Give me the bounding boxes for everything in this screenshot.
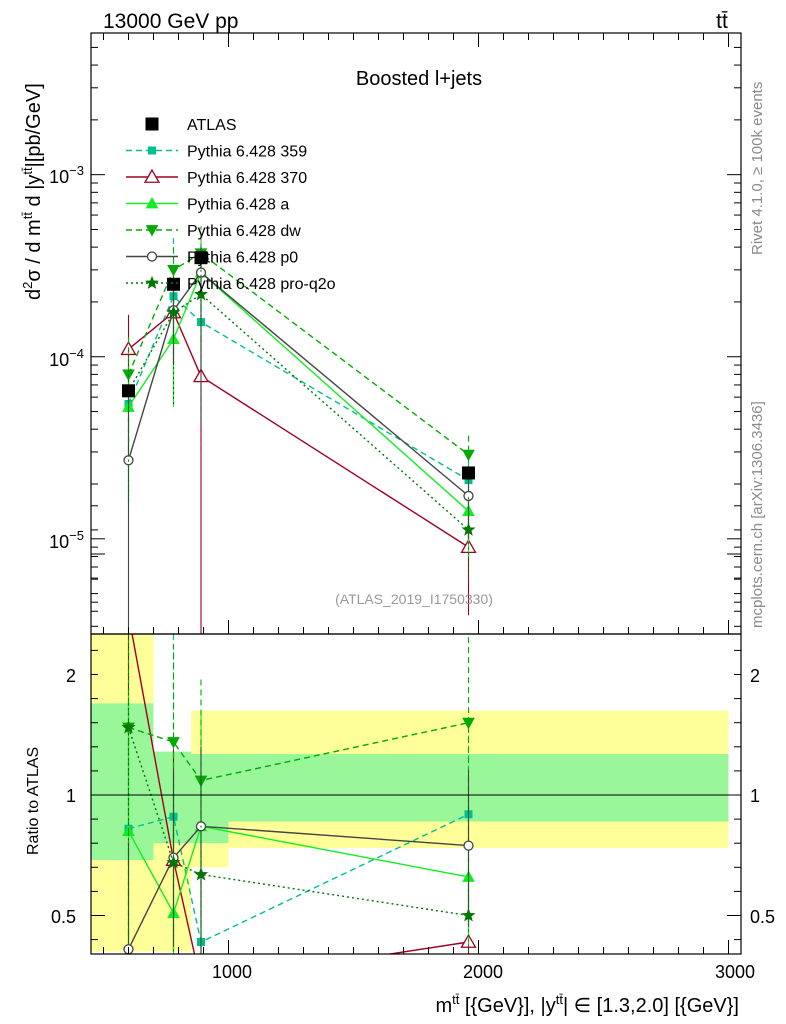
series-line-pythia-6-428-a: [127, 271, 469, 512]
point-pythia-6-428-p0: [463, 490, 474, 502]
y-axis-title: d2σ / d mtt̄ d |ytt̄|[pb/GeV]: [20, 83, 45, 300]
series-line-pythia-6-428-p0: [127, 271, 469, 497]
main-series: [120, 226, 477, 634]
legend-entry: Pythia 6.428 pro-q2o: [126, 275, 336, 293]
ratio-band-inner: [91, 703, 154, 861]
ratio-tick-right-2: 2: [750, 666, 760, 686]
ratio-point-pythia-6-428-pro-q2o: [166, 855, 181, 869]
analysis-label: (ATLAS_2019_I1750330): [335, 591, 493, 607]
point-pythia-6-428-pro-q2o: [461, 522, 476, 536]
legend-label: Pythia 6.428 359: [187, 144, 307, 161]
ratio-frame: [90, 633, 742, 955]
ratio-band-inner: [228, 754, 729, 822]
legend: ATLAS Pythia 6.428 359 Pythia 6.428 370 Pyt…: [126, 117, 336, 293]
series-line-pythia-6-428-359: [127, 294, 469, 481]
legend-label: Pythia 6.428 a: [187, 197, 289, 214]
point-pythia-6-428-pro-q2o: [166, 305, 181, 319]
x-axis-title: mtt̄ [{GeV}], |ytt̄| ∈ [1.3,2.0] [{GeV}]: [435, 992, 739, 1017]
legend-marker: [145, 225, 159, 237]
ratio-point-pythia-6-428-pro-q2o: [193, 867, 209, 881]
ratio-line-pythia-6-428-p0: [127, 825, 469, 950]
legend-marker: [148, 146, 156, 155]
legend-label: Pythia 6.428 370: [187, 170, 307, 187]
ratio-line-pythia-6-428-a: [127, 825, 469, 915]
rivet-label: Rivet 4.1.0, ≥ 100k events: [749, 82, 766, 255]
series-line-pythia-6-428-370: [128, 311, 469, 548]
legend-marker: [144, 275, 160, 290]
ratio-tick-right-0: 0.5: [750, 907, 775, 927]
legend-label: ATLAS: [187, 117, 237, 134]
ratio-line-pythia-6-428-359: [128, 813, 469, 944]
ratio-tick-left-0: 0.5: [51, 907, 76, 927]
series-line-pythia-6-428-dw: [127, 252, 469, 456]
ratio-point-pythia-6-428-dw: [167, 737, 180, 749]
legend-marker: [145, 196, 159, 209]
series-line-pythia-6-428-pro-q2o: [127, 293, 469, 531]
x-tick-label-2000: 2000: [463, 962, 503, 982]
legend-entry: Pythia 6.428 359: [126, 144, 307, 161]
point-pythia-6-428-pro-q2o: [193, 287, 209, 301]
ratio-tick-left-1: 1: [66, 786, 76, 806]
ratio-point-pythia-6-428-p0: [463, 840, 474, 851]
ratio-point-pythia-6-428-pro-q2o: [121, 720, 136, 734]
legend-entry: Pythia 6.428 370: [126, 168, 307, 187]
legend-entry: Pythia 6.428 a: [126, 197, 289, 214]
energy-label: 13000 GeV pp: [103, 10, 238, 33]
data-point-atlas: [167, 277, 180, 291]
x-tick-label-1000: 1000: [212, 962, 252, 982]
legend-marker: [145, 117, 159, 131]
x-tick-label-3000: 3000: [715, 962, 755, 982]
ratio-point-pythia-6-428-370: [194, 976, 208, 988]
ratio-band-inner: [153, 751, 191, 844]
process-label: tt̄: [716, 10, 728, 33]
y-tick-label-1e-3: 10−3: [49, 163, 84, 187]
legend-entry: Pythia 6.428 p0: [126, 250, 298, 267]
chart-title: Boosted l+jets: [356, 68, 482, 90]
legend-label: Pythia 6.428 p0: [187, 250, 298, 267]
point-pythia-6-428-p0: [195, 267, 207, 278]
point-pythia-6-428-dw: [167, 264, 180, 277]
legend-marker: [143, 168, 161, 183]
legend-marker: [146, 251, 158, 262]
mcplots-label: mcplots.cern.ch [arXiv:1306.3436]: [749, 401, 766, 628]
ratio-point-pythia-6-428-pro-q2o: [461, 908, 476, 922]
axes: [91, 32, 741, 954]
ratio-axis-title: Ratio to ATLAS: [25, 747, 42, 855]
ratio-tick-left-2: 2: [66, 666, 76, 686]
data-point-atlas: [122, 384, 135, 398]
legend-label: Pythia 6.428 dw: [187, 223, 301, 240]
ratio-line-pythia-6-428-dw: [128, 722, 469, 782]
y-tick-label-1e-5: 10−5: [49, 528, 84, 552]
data-point-atlas: [194, 251, 208, 265]
ratio-point-pythia-6-428-dw: [462, 717, 475, 730]
legend-entry: ATLAS: [145, 117, 237, 134]
ratio-tick-right-1: 1: [750, 786, 760, 806]
point-pythia-6-428-dw: [462, 449, 475, 462]
legend-entry: Pythia 6.428 dw: [126, 223, 301, 240]
data-point-atlas: [462, 466, 475, 480]
legend-label: Pythia 6.428 pro-q2o: [187, 276, 336, 293]
y-tick-label-1e-4: 10−4: [49, 346, 84, 370]
ratio-bands: [91, 634, 729, 952]
ratio-line-pythia-6-428-370: [131, 634, 469, 954]
